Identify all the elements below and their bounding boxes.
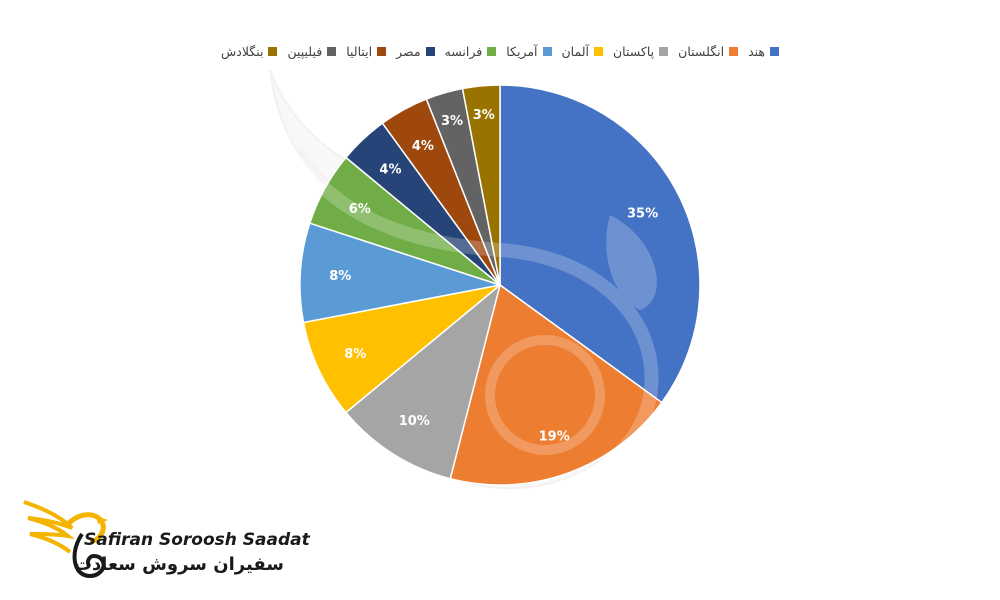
legend-swatch [377,47,387,56]
phoenix-logo-icon [23,500,108,578]
legend-swatch [594,47,603,56]
legend-swatch [425,47,435,56]
pie-slice-4 [302,284,501,414]
pie-slice-2 [449,283,663,486]
legend-item-2: انگلستان [678,44,739,59]
legend-swatch [729,47,739,56]
legend-swatch [487,47,497,56]
pie-labels: 35% 19% 10% 8% 8% 6% 4% 4% 3% 3% [329,108,658,445]
data-label-10: 3% [473,108,495,123]
legend-swatch [659,47,669,56]
legend-swatch [770,47,779,56]
legend-item-1: هند [748,44,779,59]
pie-slice-1 [499,84,701,404]
pie-slices [299,84,701,486]
chart-legend: هند انگلستان پاکستان آلمان آمریکا فرانسه مصر ای… [0,44,1000,59]
legend-label: هند [748,44,765,59]
data-label-4: 8% [344,347,366,362]
legend-label: پاکستان [613,44,655,59]
legend-label: فیلیپین [287,44,323,59]
data-label-9: 3% [441,114,463,129]
data-label-7: 4% [379,162,401,177]
legend-swatch [268,47,278,56]
legend-item-10: بنگلادش [221,44,278,59]
legend-swatch [327,47,337,56]
brand-name-fa: سفیران سروش سعادت [73,554,284,575]
data-label-2: 19% [539,430,570,445]
data-label-8: 4% [412,139,434,154]
legend-label: آمریکا [506,44,538,59]
data-label-6: 6% [349,202,371,217]
legend-item-6: فرانسه [445,44,497,59]
legend-label: فرانسه [444,44,483,59]
legend-label: انگلستان [678,44,725,59]
watermark-overlay [294,156,659,492]
legend-item-3: پاکستان [613,44,669,59]
legend-label: ایتالیا [346,44,373,59]
brand-logo: Safiran Soroosh Saadat سفیران سروش سعادت [22,494,310,584]
brand-name-en: Safiran Soroosh Saadat [84,530,310,550]
legend-item-4: آلمان [561,44,603,59]
legend-label: آلمان [561,44,590,59]
legend-label: بنگلادش [221,44,264,59]
pie-slice-3 [344,282,502,480]
legend-label: مصر [396,44,421,59]
legend-item-8: ایتالیا [346,44,387,59]
pie-slice-5 [299,222,501,324]
legend-item-5: آمریکا [506,44,552,59]
data-label-3: 10% [399,414,430,429]
legend-item-9: فیلیپین [287,44,337,59]
legend-swatch [542,47,552,56]
data-label-5: 8% [329,269,351,284]
legend-item-7: مصر [396,44,435,59]
data-label-1: 35% [627,206,658,221]
pie-slice-10 [461,84,501,286]
